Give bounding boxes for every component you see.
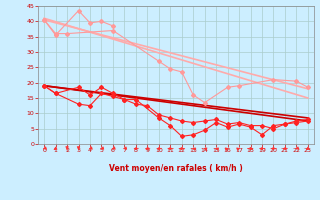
X-axis label: Vent moyen/en rafales ( km/h ): Vent moyen/en rafales ( km/h ) [109, 164, 243, 173]
